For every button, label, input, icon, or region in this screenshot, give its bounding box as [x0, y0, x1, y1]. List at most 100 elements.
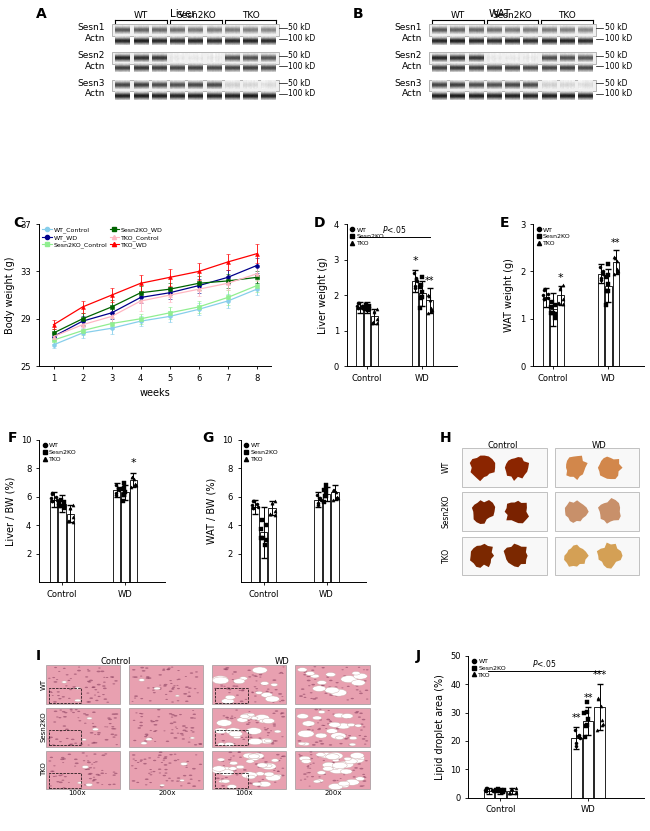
Circle shape: [275, 711, 278, 712]
Circle shape: [251, 716, 258, 720]
Bar: [46, 750, 120, 789]
Point: [65, 501, 75, 514]
Circle shape: [74, 743, 77, 744]
Point: [315, 491, 325, 504]
Circle shape: [137, 762, 139, 763]
Circle shape: [219, 727, 222, 729]
Circle shape: [221, 760, 224, 762]
Circle shape: [96, 774, 99, 775]
Bar: [295, 708, 369, 746]
Circle shape: [325, 762, 332, 765]
Circle shape: [226, 717, 229, 719]
Circle shape: [190, 737, 192, 738]
Circle shape: [93, 725, 97, 727]
Circle shape: [68, 744, 72, 745]
Point: [318, 484, 329, 497]
Text: G: G: [203, 431, 214, 445]
Circle shape: [217, 758, 225, 761]
Circle shape: [245, 737, 248, 738]
Text: D: D: [313, 215, 325, 229]
Text: H: H: [440, 431, 452, 445]
Circle shape: [106, 726, 109, 727]
Point: [46, 494, 57, 507]
Circle shape: [338, 781, 350, 786]
Point: [364, 299, 374, 312]
Circle shape: [64, 712, 68, 713]
Circle shape: [317, 681, 326, 685]
Circle shape: [104, 726, 106, 727]
Circle shape: [51, 692, 53, 693]
Circle shape: [112, 677, 114, 678]
Bar: [212, 708, 286, 746]
Circle shape: [229, 731, 242, 737]
Circle shape: [312, 763, 315, 764]
Circle shape: [231, 715, 233, 716]
Point: [312, 488, 322, 501]
Circle shape: [264, 764, 272, 768]
Circle shape: [249, 783, 251, 784]
Circle shape: [347, 737, 350, 739]
Circle shape: [176, 679, 179, 681]
Circle shape: [172, 688, 174, 690]
Point: [68, 499, 79, 512]
Circle shape: [300, 779, 302, 780]
Circle shape: [171, 780, 174, 781]
Circle shape: [298, 667, 307, 671]
Circle shape: [91, 764, 93, 765]
Circle shape: [250, 783, 254, 784]
Circle shape: [327, 752, 343, 760]
Point: [578, 706, 589, 720]
Circle shape: [328, 710, 330, 711]
Circle shape: [190, 730, 192, 731]
Circle shape: [254, 670, 256, 671]
Polygon shape: [470, 455, 495, 481]
Circle shape: [48, 678, 51, 679]
Circle shape: [337, 736, 339, 737]
Circle shape: [329, 680, 333, 681]
Circle shape: [114, 728, 116, 730]
Bar: [429, 24, 596, 36]
Point: [553, 297, 564, 310]
Text: Sesn2: Sesn2: [78, 51, 105, 60]
Circle shape: [356, 777, 365, 780]
Circle shape: [233, 735, 240, 739]
Text: Sesn2KO: Sesn2KO: [441, 494, 450, 528]
Circle shape: [281, 712, 285, 714]
Circle shape: [354, 673, 358, 675]
Circle shape: [87, 681, 90, 682]
Circle shape: [270, 730, 272, 731]
Point: [320, 489, 331, 503]
Circle shape: [192, 714, 196, 715]
Bar: [113, 489, 120, 582]
Circle shape: [174, 760, 177, 761]
Circle shape: [225, 777, 228, 778]
Circle shape: [92, 711, 96, 713]
Point: [422, 307, 433, 320]
Circle shape: [190, 672, 193, 674]
Circle shape: [185, 730, 188, 732]
Circle shape: [320, 753, 333, 758]
Circle shape: [61, 757, 64, 759]
Text: 50 kD: 50 kD: [604, 23, 627, 32]
Text: *: *: [412, 256, 418, 266]
Point: [328, 493, 338, 506]
Bar: [598, 274, 604, 366]
Circle shape: [271, 743, 274, 745]
Circle shape: [346, 700, 349, 701]
Point: [601, 297, 612, 311]
Point: [491, 784, 501, 797]
Text: 200x: 200x: [325, 790, 343, 796]
Circle shape: [75, 709, 78, 711]
Circle shape: [147, 687, 150, 689]
Point: [113, 482, 124, 495]
Point: [598, 717, 608, 730]
Circle shape: [298, 742, 305, 745]
Point: [51, 494, 62, 507]
Circle shape: [257, 753, 259, 754]
Bar: [49, 730, 81, 745]
Circle shape: [250, 719, 253, 720]
Bar: [215, 687, 248, 703]
Circle shape: [142, 670, 146, 671]
Point: [595, 699, 606, 712]
Circle shape: [273, 740, 276, 741]
